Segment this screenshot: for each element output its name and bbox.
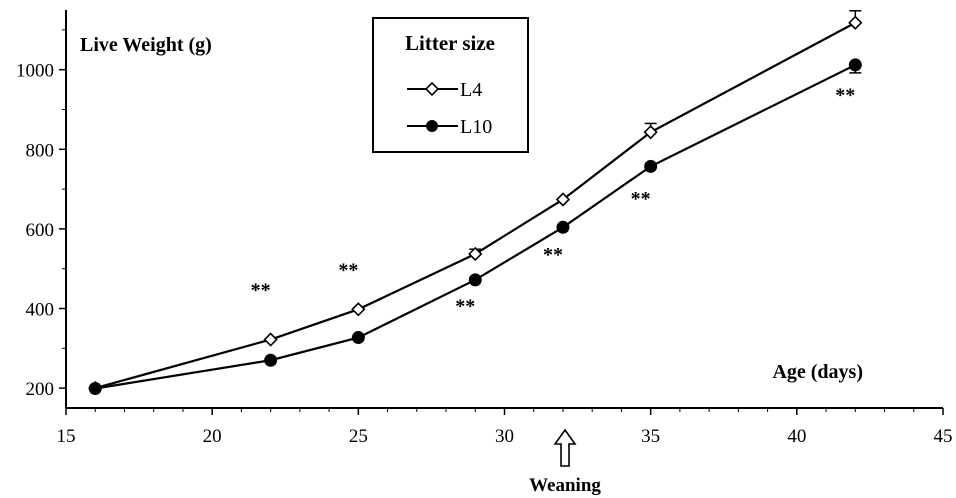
- ticks: 15 20 25 30 35 40 45 200 400 600 800 1000: [16, 29, 953, 447]
- weaning-marker: Weaning: [529, 428, 601, 496]
- weaning-label: Weaning: [529, 475, 601, 496]
- x-tick-label: 15: [57, 426, 76, 447]
- legend-marker-l4: [424, 81, 440, 97]
- point-l10: [88, 381, 102, 395]
- significance-label: **: [338, 259, 358, 281]
- y-tick-label: 200: [26, 379, 55, 400]
- legend-box: [372, 17, 529, 153]
- point-l4: [643, 125, 658, 140]
- weaning-arrow-icon: [553, 428, 577, 467]
- point-l4: [468, 246, 483, 262]
- significance-label: **: [835, 85, 855, 107]
- x-tick-label: 25: [349, 426, 368, 447]
- x-axis-label: Age (days): [772, 361, 863, 383]
- legend-marker-l10: [426, 120, 438, 132]
- x-tick-label: 30: [495, 426, 514, 447]
- legend-label-l4: L4: [460, 79, 482, 101]
- point-l4: [555, 192, 571, 207]
- point-l10: [264, 353, 278, 367]
- significance-label: **: [455, 296, 475, 318]
- legend-title: Litter size: [405, 31, 495, 55]
- significance-label: **: [251, 279, 271, 301]
- significance-label: **: [631, 188, 651, 210]
- point-l4: [848, 15, 863, 30]
- point-l4: [263, 332, 278, 347]
- x-tick-label: 45: [934, 426, 953, 447]
- point-l10: [556, 220, 570, 234]
- x-tick-label: 40: [787, 426, 806, 447]
- point-l10: [848, 58, 862, 72]
- x-tick-label: 35: [641, 426, 660, 447]
- x-tick-label: 20: [203, 426, 222, 447]
- point-l10: [351, 331, 365, 345]
- point-l10: [468, 273, 482, 287]
- y-tick-label: 400: [26, 300, 55, 321]
- point-l4: [351, 302, 366, 317]
- annotations: ** ** ** ** ** **: [251, 85, 856, 318]
- y-tick-label: 800: [26, 140, 55, 161]
- y-axis-label: Live Weight (g): [80, 34, 212, 56]
- significance-label: **: [543, 244, 563, 266]
- y-tick-label: 1000: [16, 61, 54, 82]
- markers: [88, 10, 863, 396]
- legend-label-l10: L10: [460, 116, 492, 138]
- y-tick-label: 600: [26, 220, 55, 241]
- legend: Litter size L4 L10: [372, 17, 529, 153]
- point-l10: [644, 159, 658, 173]
